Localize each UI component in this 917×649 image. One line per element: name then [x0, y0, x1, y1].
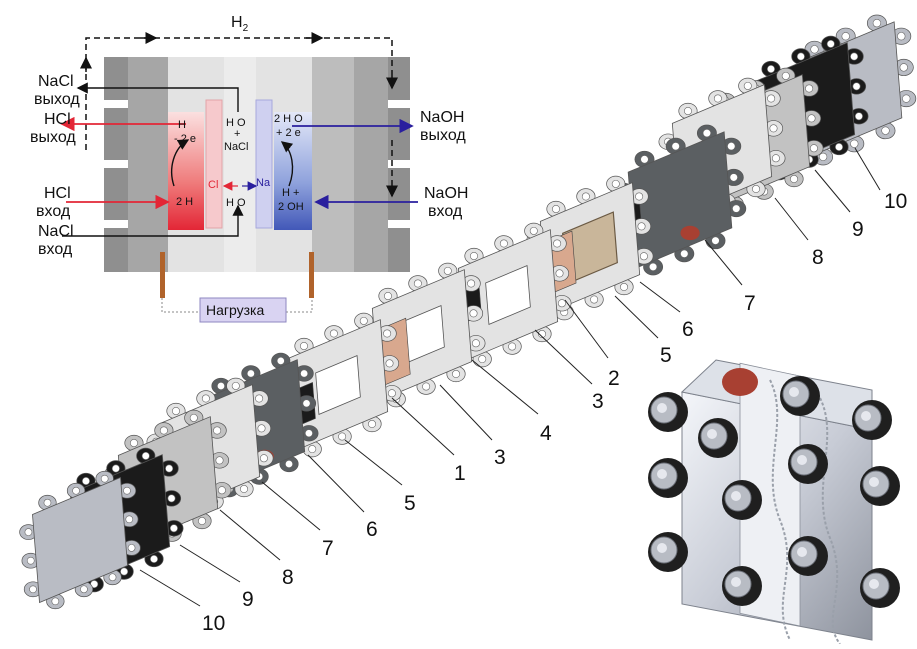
part-number-label: 7	[322, 537, 334, 560]
naoh-out-name: NaOH	[420, 109, 464, 126]
part-number-label: 8	[812, 246, 824, 269]
na-ion-label: Na	[256, 177, 271, 189]
cation-membrane	[255, 99, 273, 229]
cathode-electrons: + 2 e	[276, 127, 301, 139]
part-number-label: 10	[884, 190, 907, 213]
part-number-label: 10	[202, 612, 225, 635]
leader-line	[614, 295, 659, 339]
assembled-bolts	[648, 376, 900, 608]
part-number-label: 7	[744, 292, 756, 315]
part-number-label: 9	[852, 218, 864, 241]
leader-line	[639, 281, 681, 313]
assembled-membrane-window	[722, 368, 758, 396]
cell-schematic: H2 NaCl выход HCl выход HCl вход NaCl вх…	[30, 14, 468, 323]
anion-membrane	[205, 99, 223, 229]
frame-right	[354, 57, 388, 272]
assembled-cell	[648, 359, 900, 645]
cl-ion-label: Cl	[208, 179, 218, 191]
leader-line	[139, 569, 201, 607]
anode-h2: H	[178, 119, 186, 131]
leader-line	[704, 239, 743, 286]
center-water: H O	[226, 117, 246, 129]
hcl-out-name: HCl	[44, 111, 71, 128]
end-plate-10-left	[19, 470, 141, 610]
leader-lines	[139, 147, 881, 607]
leader-line	[261, 481, 321, 531]
nacl-out-word: выход	[34, 91, 80, 108]
leader-line	[219, 509, 281, 561]
part-number-label: 1	[454, 462, 466, 485]
leader-line	[471, 359, 539, 415]
leader-line	[391, 397, 455, 456]
part-number-label: 2	[608, 367, 620, 390]
exploded-stack	[19, 14, 917, 610]
cathode-h2: H +	[282, 187, 299, 199]
nacl-in-word: вход	[38, 241, 73, 258]
anode-protons: 2 H	[176, 196, 193, 208]
part-number-label: 6	[366, 518, 378, 541]
frame-left	[128, 57, 168, 272]
cathode-electrode	[309, 252, 314, 298]
leader-line	[439, 384, 493, 441]
anode-chamber	[168, 112, 204, 230]
load-label: Нагрузка	[206, 302, 264, 318]
leader-line	[344, 439, 403, 486]
nacl-in-name: NaCl	[38, 223, 74, 240]
part-number-label: 9	[242, 588, 254, 611]
leader-line	[854, 147, 881, 191]
center-water-bottom: H O	[226, 197, 246, 209]
part-number-label: 3	[494, 446, 506, 469]
part-number-label: 6	[682, 318, 694, 341]
naoh-in-name: NaOH	[424, 185, 468, 202]
leader-line	[534, 329, 593, 385]
cathode-water: 2 H O	[274, 113, 303, 125]
part-number-label: 8	[282, 566, 294, 589]
part-number-label: 5	[660, 344, 672, 367]
load-box	[199, 297, 287, 323]
naoh-out-word: выход	[420, 127, 466, 144]
part-number-label: 5	[404, 492, 416, 515]
cathode-curve-arrow	[280, 141, 294, 187]
anode-electrode	[160, 252, 165, 298]
leader-line	[774, 197, 809, 241]
leader-line	[564, 299, 609, 359]
nacl-out-name: NaCl	[38, 73, 74, 90]
h2-label: H2	[231, 14, 249, 34]
naoh-in-word: вход	[428, 203, 463, 220]
leader-line	[179, 544, 241, 583]
center-nacl: NaCl	[224, 141, 248, 153]
cathode-hydroxide: 2 OH	[278, 201, 304, 213]
anode-curve-arrow	[170, 139, 190, 187]
anode-electrons: - 2 e	[174, 133, 196, 145]
leader-line	[814, 169, 851, 213]
nacl-in-line	[62, 204, 244, 237]
hcl-in-name: HCl	[44, 185, 71, 202]
hcl-in-word: вход	[36, 203, 71, 220]
leader-line	[307, 454, 365, 513]
center-plus: +	[234, 128, 240, 140]
nacl-out-line	[76, 82, 239, 112]
part-number-label: 3	[592, 390, 604, 413]
part-number-label: 4	[540, 422, 552, 445]
hcl-out-word: выход	[30, 129, 76, 146]
